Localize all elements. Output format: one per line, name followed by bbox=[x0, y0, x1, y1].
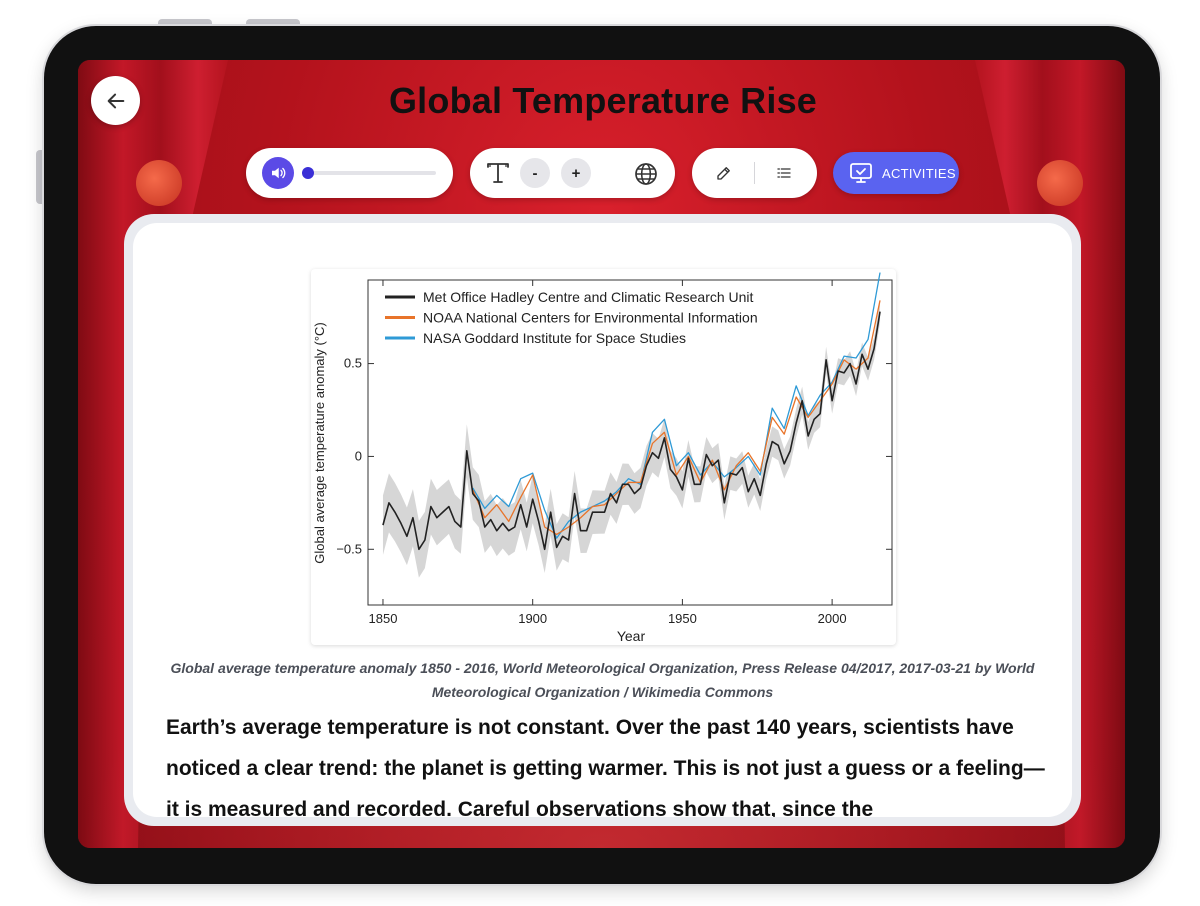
play-audio-button[interactable] bbox=[262, 157, 294, 189]
text-controls: - + bbox=[470, 148, 675, 198]
language-button[interactable] bbox=[633, 161, 659, 187]
reading-tools bbox=[692, 148, 817, 198]
figure-caption: Global average temperature anomaly 1850 … bbox=[170, 660, 1035, 700]
curtain-tassel-left bbox=[136, 160, 182, 206]
x-tick-label: 1850 bbox=[369, 611, 398, 626]
audio-progress-handle[interactable] bbox=[302, 167, 314, 179]
y-tick-label: −0.5 bbox=[336, 541, 362, 556]
curtain-tassel-right bbox=[1037, 160, 1083, 206]
uncertainty-band bbox=[382, 300, 881, 578]
legend-label: NASA Goddard Institute for Space Studies bbox=[423, 330, 686, 346]
plot-frame bbox=[367, 279, 893, 606]
content-card[interactable]: Global average temperature anomaly (°C) … bbox=[133, 223, 1072, 817]
list-icon bbox=[777, 168, 791, 178]
speaker-icon bbox=[272, 167, 286, 179]
back-button[interactable] bbox=[91, 76, 140, 125]
lesson-paragraph: Earth’s average temperature is not const… bbox=[166, 716, 1045, 817]
pen-icon bbox=[717, 167, 730, 180]
audio-progress-track[interactable] bbox=[306, 171, 436, 175]
device-top-button bbox=[158, 19, 212, 29]
device-top-button bbox=[246, 19, 300, 29]
activities-label: ACTIVITIES bbox=[882, 165, 956, 181]
tools-divider bbox=[754, 162, 755, 184]
audio-player bbox=[246, 148, 453, 198]
y-axis-label: Global average temperature anomaly (°C) bbox=[312, 322, 327, 563]
page-title: Global Temperature Rise bbox=[388, 80, 818, 121]
x-tick-label: 1900 bbox=[518, 611, 547, 626]
monitor-check-icon bbox=[850, 163, 872, 183]
arrow-left-icon bbox=[107, 93, 124, 108]
x-tick-label: 1950 bbox=[668, 611, 697, 626]
legend-label: NOAA National Centers for Environmental … bbox=[423, 310, 758, 326]
device-side-button bbox=[36, 150, 44, 204]
x-axis-label: Year bbox=[617, 628, 646, 644]
outline-button[interactable] bbox=[774, 163, 794, 183]
series-line-0 bbox=[382, 311, 881, 551]
highlight-button[interactable] bbox=[714, 163, 734, 183]
decrease-text-button[interactable]: - bbox=[520, 158, 550, 188]
text-size-button[interactable] bbox=[484, 160, 512, 186]
increase-text-button[interactable]: + bbox=[561, 158, 591, 188]
temperature-chart: Global average temperature anomaly (°C) … bbox=[312, 272, 893, 644]
activities-button[interactable]: ACTIVITIES bbox=[833, 152, 959, 194]
series-line-1 bbox=[472, 300, 881, 536]
series-line-2 bbox=[472, 272, 881, 539]
y-tick-label: 0.5 bbox=[344, 356, 362, 371]
legend-label: Met Office Hadley Centre and Climatic Re… bbox=[423, 289, 754, 305]
x-tick-label: 2000 bbox=[818, 611, 847, 626]
globe-icon bbox=[635, 163, 657, 185]
chart-figure: Global average temperature anomaly (°C) … bbox=[311, 269, 896, 645]
text-size-icon bbox=[487, 163, 509, 183]
y-tick-label: 0 bbox=[355, 448, 362, 463]
